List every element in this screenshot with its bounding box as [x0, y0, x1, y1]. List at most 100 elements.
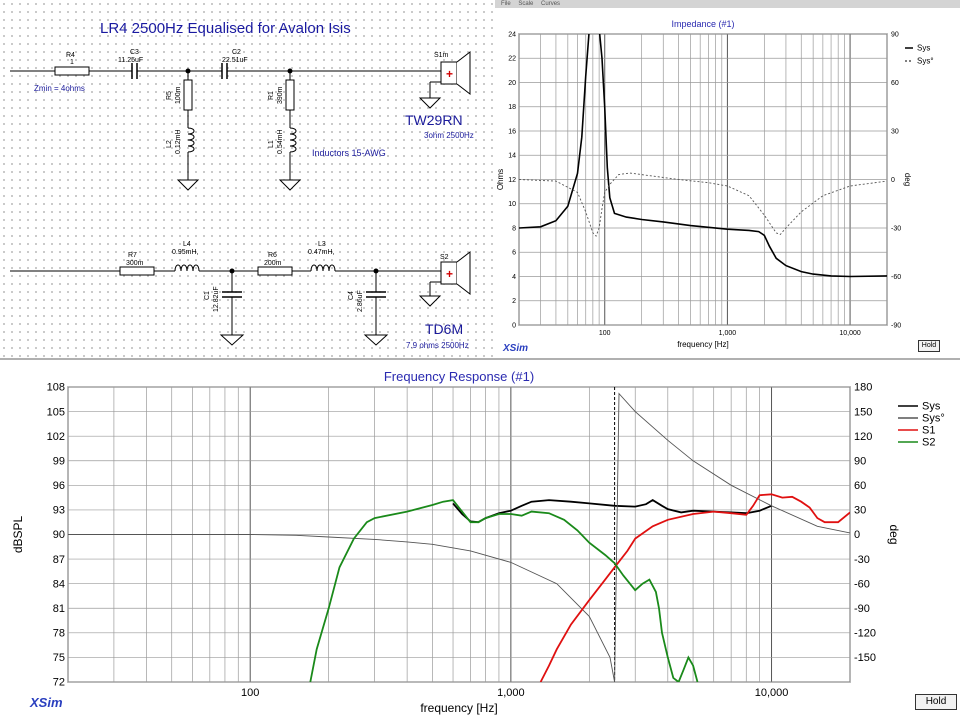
svg-text:+: +	[446, 267, 453, 281]
series-line-s2	[309, 499, 699, 682]
y2-tick-label: -90	[891, 322, 901, 329]
x-tick-label: 10,000	[755, 687, 789, 699]
c2-name: C2	[232, 49, 241, 56]
x-axis-label: frequency [Hz]	[677, 340, 729, 349]
s2-spec: 7.9 ohms 2500Hz	[406, 341, 469, 350]
svg-text:+: +	[446, 67, 453, 81]
y2-tick-label: 60	[854, 480, 866, 492]
fr-xsim-logo: XSim	[30, 695, 63, 710]
y-tick-label: 0	[512, 322, 516, 329]
y-tick-label: 20	[508, 80, 516, 87]
y-tick-label: 108	[47, 382, 65, 394]
y-axis-label: Ohms	[496, 169, 505, 190]
y-tick-label: 22	[508, 56, 516, 63]
y2-tick-label: -60	[854, 578, 870, 590]
y-tick-label: 16	[508, 128, 516, 135]
x-axis-label: frequency [Hz]	[420, 701, 497, 715]
y-tick-label: 8	[512, 225, 516, 232]
y-tick-label: 84	[53, 578, 65, 590]
y2-tick-label: 180	[854, 382, 872, 394]
s1-name: S1m	[434, 52, 449, 59]
r6-name: R6	[268, 252, 277, 259]
s1-spec: 3ohm 2500Hz	[424, 131, 474, 140]
impedance-hold-button[interactable]: Hold	[918, 340, 940, 352]
y-tick-label: 72	[53, 677, 65, 689]
zmin-note: Zmin = 4ohms	[34, 84, 85, 93]
y-tick-label: 4	[512, 274, 516, 281]
y2-tick-label: -30	[891, 225, 901, 232]
y-tick-label: 6	[512, 250, 516, 257]
y2-axis-label: deg	[903, 173, 912, 186]
inductor-l2	[187, 127, 195, 153]
y2-tick-label: 150	[854, 406, 872, 418]
y-axis-label: dBSPL	[11, 515, 25, 553]
r7-value: 300m	[126, 260, 144, 267]
y-tick-label: 99	[53, 455, 65, 467]
l2-name: L2	[166, 140, 173, 148]
x-tick-label: 10,000	[839, 330, 861, 337]
series-line-sys	[519, 34, 887, 278]
x-tick-label: 1,000	[719, 330, 737, 337]
resistor-r4	[54, 66, 90, 76]
y-tick-label: 81	[53, 603, 65, 615]
l4-value: 0.95mH,	[172, 249, 199, 256]
resistor-r5	[183, 79, 193, 111]
legend-label: Sys°	[922, 413, 945, 425]
r7-name: R7	[128, 252, 137, 259]
y2-tick-label: 30	[891, 128, 899, 135]
inductor-l4	[174, 264, 200, 272]
y-tick-label: 14	[508, 153, 516, 160]
l1-value: 0.54mH	[277, 129, 284, 154]
y-tick-label: 10	[508, 201, 516, 208]
y-tick-label: 102	[47, 431, 65, 443]
impedance-window: File Scale Curves 0 2 4 6 8 10 12 14 16 18 20 22 24-…	[495, 0, 960, 358]
c1-value: 12.82uF	[213, 286, 220, 312]
y-tick-label: 2	[512, 298, 516, 305]
y2-tick-label: -120	[854, 628, 876, 640]
x-tick-label: 100	[599, 330, 611, 337]
y-tick-label: 24	[508, 31, 516, 38]
chart-title: Frequency Response (#1)	[384, 369, 534, 384]
legend-label: S1	[922, 425, 935, 437]
y-tick-label: 75	[53, 652, 65, 664]
y2-axis-label: deg	[887, 524, 901, 544]
s1-model: TW29RN	[405, 112, 463, 128]
resistor-r1	[285, 79, 295, 111]
c3-value: 11.25uF	[118, 57, 143, 64]
y2-tick-label: -90	[854, 603, 870, 615]
menu-scale[interactable]: Scale	[518, 1, 534, 7]
menu-file[interactable]: File	[501, 1, 511, 7]
c4-value: 2.86uF	[357, 290, 364, 312]
inductor-l3	[310, 264, 336, 272]
ground-symbol	[176, 179, 200, 191]
legend-label: Sys	[922, 401, 941, 413]
y2-tick-label: 120	[854, 431, 872, 443]
y2-tick-label: -150	[854, 652, 876, 664]
r5-value: 100m	[175, 86, 182, 104]
s2-name: S2	[440, 254, 449, 261]
schematic-drawing: + + R4 1 C3 11.25uF C2 22.51uF S1m R7 30…	[10, 49, 474, 350]
y2-tick-label: 0	[891, 177, 895, 184]
resistor-r7	[119, 266, 155, 276]
y2-tick-label: 90	[891, 31, 899, 38]
series-line-sys-phase	[68, 392, 850, 682]
fr-hold-button[interactable]: Hold	[915, 694, 957, 710]
x-tick-label: 100	[241, 687, 259, 699]
frequency-response-window: 72 75 78 81 84 87 90 93 96 99 102 105 108 -150 -120 -90…	[0, 358, 960, 720]
schematic-title: LR4 2500Hz Equalised for Avalon Isis	[100, 20, 351, 37]
r4-value: 1	[70, 59, 74, 66]
frequency-response-chart: 72 75 78 81 84 87 90 93 96 99 102 105 108 -150 -120 -90…	[11, 369, 945, 715]
y2-tick-label: 30	[854, 505, 866, 517]
x-tick-label: 1,000	[497, 687, 525, 699]
chart-title: Impedance (#1)	[671, 19, 734, 29]
r1-name: R1	[268, 91, 275, 100]
l3-value: 0.47mH,	[308, 249, 335, 256]
y2-tick-label: 90	[854, 455, 866, 467]
s2-model: TD6M	[425, 321, 463, 337]
y-tick-label: 18	[508, 104, 516, 111]
menu-curves[interactable]: Curves	[541, 1, 561, 7]
l3-name: L3	[318, 241, 326, 248]
l4-name: L4	[183, 241, 191, 248]
r4-name: R4	[66, 52, 75, 59]
impedance-toolbar: File Scale Curves	[495, 0, 960, 8]
